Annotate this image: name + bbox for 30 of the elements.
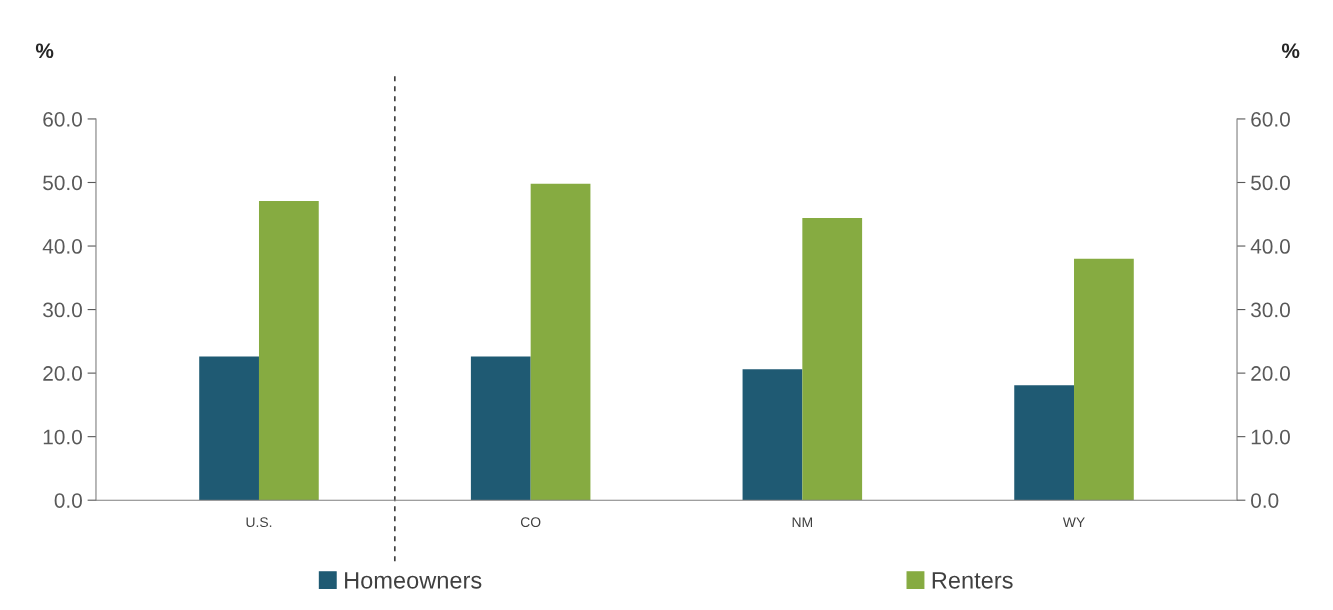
legend-label: Homeowners bbox=[345, 572, 482, 589]
x-tick-label: NM bbox=[792, 517, 812, 527]
y-tick-label: 20.0 bbox=[43, 366, 82, 381]
y2-tick-label: 50.0 bbox=[1251, 175, 1290, 191]
y2-tick-label: 10.0 bbox=[1251, 429, 1290, 445]
y2-tick-label: 0.0 bbox=[1251, 493, 1279, 508]
y2-tick-label: 60.0 bbox=[1251, 111, 1290, 127]
x-tick-label: U.S. bbox=[246, 517, 272, 528]
y-tick-label: 10.0 bbox=[43, 429, 82, 445]
x-tick-label: CO bbox=[520, 517, 541, 528]
y2-tick-label: 20.0 bbox=[1251, 366, 1290, 381]
bar bbox=[199, 356, 259, 501]
bar bbox=[1074, 258, 1134, 501]
x-tick-label: WY bbox=[1062, 517, 1085, 527]
bar bbox=[742, 369, 803, 501]
y2-tick-label: 40.0 bbox=[1250, 239, 1290, 254]
bar bbox=[258, 200, 319, 501]
y-tick-label: 0.0 bbox=[54, 493, 82, 508]
y2-tick-label: 30.0 bbox=[1251, 302, 1290, 318]
y-tick-label: 60.0 bbox=[43, 111, 82, 127]
y-tick-label: 50.0 bbox=[43, 175, 82, 191]
y-tick-label: 30.0 bbox=[43, 302, 82, 318]
bar bbox=[470, 356, 531, 501]
legend-label: Renters bbox=[932, 572, 1013, 589]
bar bbox=[1014, 385, 1075, 501]
y-tick-label: 40.0 bbox=[42, 239, 82, 254]
y2-axis-title: % bbox=[1281, 43, 1300, 59]
y-axis-title: % bbox=[35, 43, 54, 59]
bar bbox=[802, 218, 863, 501]
bar bbox=[530, 183, 591, 501]
